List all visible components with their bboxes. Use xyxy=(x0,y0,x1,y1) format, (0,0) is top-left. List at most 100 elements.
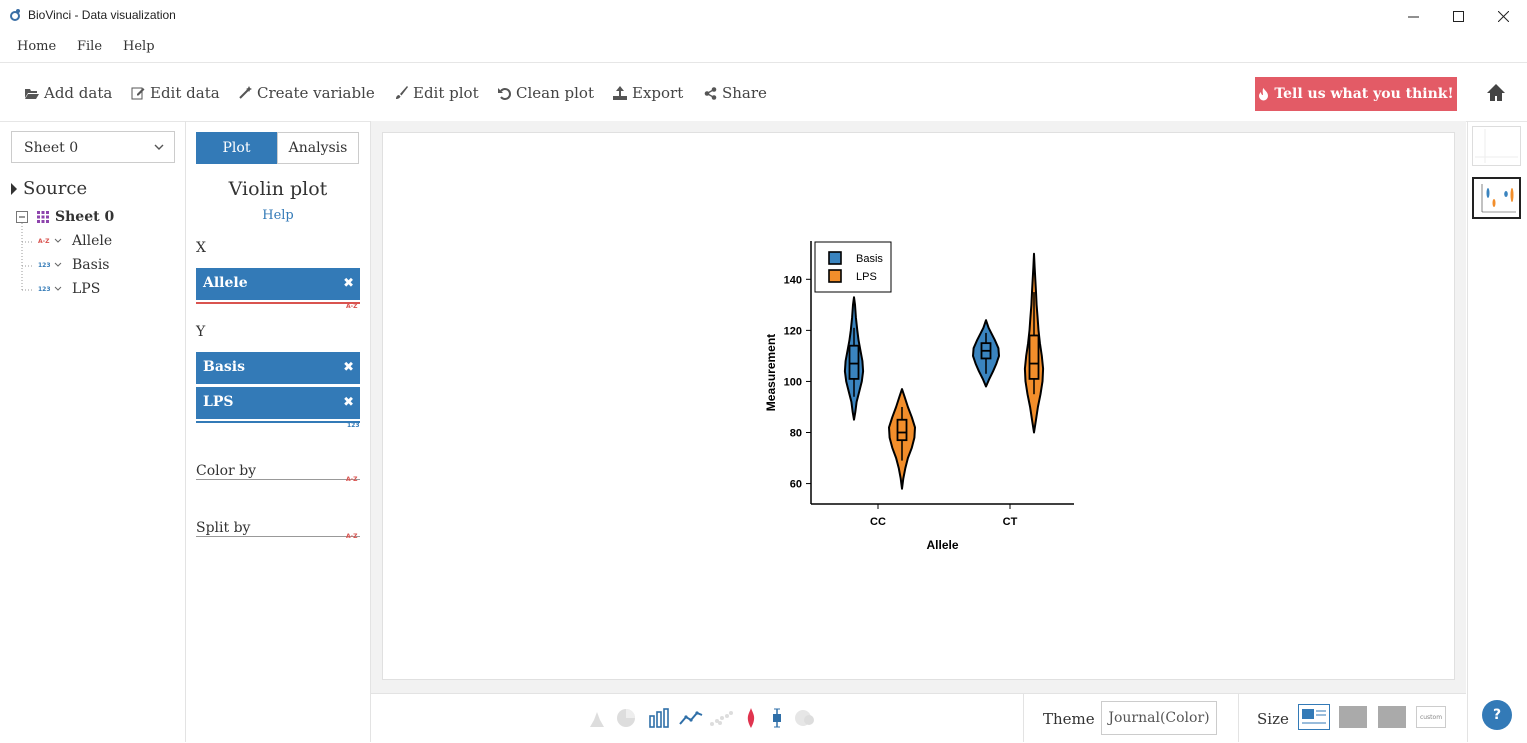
size-option-small[interactable] xyxy=(1298,704,1330,730)
plot-type-title: Violin plot xyxy=(228,178,328,200)
column-name: Allele xyxy=(72,233,113,249)
export-button[interactable]: Export xyxy=(613,84,683,102)
tab-analysis[interactable]: Analysis xyxy=(277,132,359,164)
theme-label: Theme xyxy=(1043,710,1095,728)
legend-box xyxy=(814,241,892,293)
plot-config-panel xyxy=(186,121,371,742)
thumbnail-empty-plot[interactable] xyxy=(1472,126,1521,166)
tab-plot[interactable]: Plot xyxy=(196,132,277,164)
violin-basis-ct xyxy=(972,319,1000,388)
density-plot-icon[interactable] xyxy=(589,708,607,728)
window-title: BioVinci - Data visualization xyxy=(28,8,176,22)
bottom-bar xyxy=(371,693,1466,743)
color-by-label[interactable]: Color by xyxy=(196,463,257,479)
split-by-label[interactable]: Split by xyxy=(196,520,251,536)
edit-plot-button[interactable]: Edit plot xyxy=(395,84,479,102)
tree-column-lps[interactable]: 123 LPS xyxy=(38,281,178,299)
y-drop-line xyxy=(196,421,360,423)
caret-right-icon[interactable] xyxy=(11,183,18,195)
x-tick-label: CC xyxy=(870,516,886,528)
title-bar: BioVinci - Data visualization xyxy=(0,0,1527,32)
bar-chart-icon[interactable] xyxy=(648,708,670,728)
chevron-down-icon[interactable] xyxy=(54,238,62,244)
chevron-down-icon[interactable] xyxy=(54,286,62,292)
plot-help-link[interactable]: Help xyxy=(262,208,294,223)
clean-plot-button[interactable]: Clean plot xyxy=(498,84,594,102)
chevron-down-icon[interactable] xyxy=(54,262,62,268)
size-option-custom[interactable]: custom xyxy=(1416,706,1446,728)
column-name: LPS xyxy=(72,281,101,297)
type-badge: A-Z xyxy=(38,238,50,245)
fire-icon xyxy=(1259,87,1269,100)
y-tick-label: 120 xyxy=(784,325,802,337)
y-tick-label: 100 xyxy=(784,376,802,388)
x-drop-line xyxy=(196,302,360,304)
y-tick-label: 140 xyxy=(784,274,802,286)
menu-home[interactable]: Home xyxy=(17,39,57,54)
violin-chart[interactable]: 60 80 100 120 140 CC CT Allele Measurement Basis L… xyxy=(382,132,1455,680)
remove-x-field-icon[interactable]: ✖ xyxy=(343,276,354,291)
size-option-large[interactable] xyxy=(1378,706,1406,728)
remove-lps-field-icon[interactable]: ✖ xyxy=(343,395,354,410)
scatter-plot-icon[interactable] xyxy=(709,708,733,728)
edit-icon xyxy=(131,87,145,100)
line-chart-icon[interactable] xyxy=(679,708,703,728)
y-axis-label: Y xyxy=(196,324,206,340)
sheet-grid-icon xyxy=(37,211,49,223)
split-by-drop-line xyxy=(196,536,360,537)
add-data-button[interactable]: Add data xyxy=(24,84,112,102)
blank-plot-icon xyxy=(1475,129,1518,163)
violin-basis-cc xyxy=(843,296,865,421)
y-axis-title: Measurement xyxy=(764,334,778,411)
divider xyxy=(1023,694,1024,742)
y-field-chip-lps[interactable]: LPS ✖ xyxy=(196,387,360,419)
source-heading: Source xyxy=(23,178,88,199)
legend-swatch xyxy=(828,269,842,283)
y-tick-label: 80 xyxy=(790,428,802,440)
share-button[interactable]: Share xyxy=(704,84,767,102)
y-field-chip-basis[interactable]: Basis ✖ xyxy=(196,352,360,384)
size-small-icon xyxy=(1302,709,1326,724)
x-field-chip[interactable]: Allele ✖ xyxy=(196,268,360,300)
legend-swatch xyxy=(828,251,842,265)
sheet-select[interactable]: Sheet 0 xyxy=(11,131,175,163)
violin-plot-icon[interactable] xyxy=(744,708,758,728)
violin-lps-ct xyxy=(1023,252,1045,434)
undo-icon xyxy=(498,87,511,100)
color-type-badge: A-Z xyxy=(346,476,358,483)
close-window-button[interactable] xyxy=(1480,0,1526,32)
box-iqr xyxy=(1028,334,1040,380)
minimize-icon xyxy=(1407,16,1419,17)
home-icon[interactable] xyxy=(1486,83,1506,102)
minimize-button[interactable] xyxy=(1390,0,1436,32)
size-option-medium[interactable] xyxy=(1339,706,1367,728)
edit-data-button[interactable]: Edit data xyxy=(131,84,220,102)
x-axis-title: Allele xyxy=(926,538,958,552)
tree-column-basis[interactable]: 123 Basis xyxy=(38,257,178,275)
x-axis-label: X xyxy=(196,240,206,256)
create-variable-button[interactable]: Create variable xyxy=(238,84,375,102)
app-logo-icon xyxy=(10,9,20,21)
tree-lines xyxy=(16,211,34,291)
pie-chart-icon[interactable] xyxy=(616,708,638,728)
box-plot-icon[interactable] xyxy=(770,708,784,728)
legend-label: LPS xyxy=(856,271,877,283)
remove-basis-field-icon[interactable]: ✖ xyxy=(343,360,354,375)
share-icon xyxy=(704,86,717,100)
menu-file[interactable]: File xyxy=(77,39,103,54)
thumbnail-violin-plot[interactable] xyxy=(1472,177,1521,219)
folder-open-icon xyxy=(25,88,39,99)
feedback-button[interactable]: Tell us what you think! xyxy=(1255,77,1457,111)
size-label: Size xyxy=(1257,710,1289,728)
tree-column-allele[interactable]: A-Z Allele xyxy=(38,233,178,251)
color-by-drop-line xyxy=(196,479,360,480)
tree-sheet-node[interactable]: Sheet 0 xyxy=(55,209,115,225)
column-name: Basis xyxy=(72,257,110,273)
plot-canvas xyxy=(382,132,1455,680)
bubble-chart-icon[interactable] xyxy=(794,708,816,728)
help-button[interactable]: ? xyxy=(1482,700,1512,730)
theme-select[interactable]: Journal(Color) xyxy=(1101,701,1217,735)
menu-help[interactable]: Help xyxy=(123,39,155,54)
x-type-badge: A-Z xyxy=(346,303,358,310)
maximize-button[interactable] xyxy=(1435,0,1481,32)
